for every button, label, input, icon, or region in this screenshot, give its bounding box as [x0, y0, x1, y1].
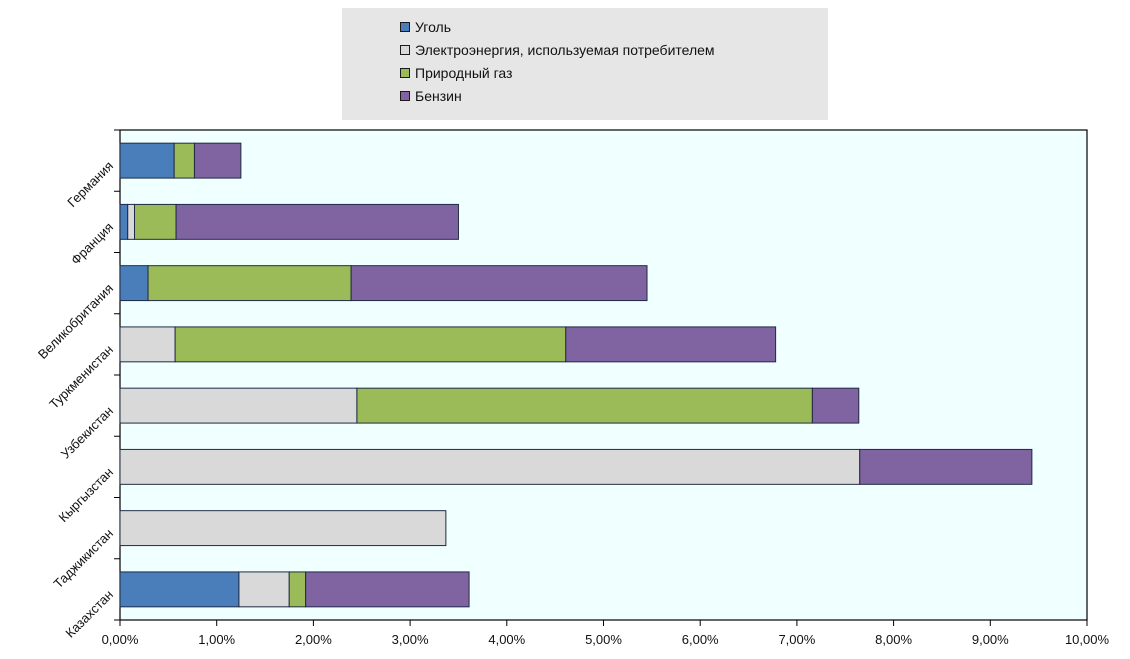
bar-segment [193, 142, 242, 179]
y-tick-label: Туркменистан [46, 342, 116, 412]
bar-segment [859, 448, 1033, 485]
bar-segment [350, 265, 648, 302]
x-tick-label: 10,00% [1065, 632, 1110, 647]
legend-label: Бензин [415, 87, 462, 104]
bar-segment [119, 326, 176, 363]
y-tick-label: Франция [68, 219, 116, 267]
bar-segment [305, 571, 470, 608]
legend-item: Электроэнергия, используемая потребителе… [400, 38, 828, 61]
bar-segment [119, 142, 175, 179]
legend-label: Уголь [415, 18, 452, 35]
legend-item: Природный газ [400, 61, 828, 84]
bar-segment [119, 387, 358, 424]
x-tick-label: 7,00% [778, 632, 815, 647]
x-tick-label: 2,00% [295, 632, 332, 647]
x-tick-label: 5,00% [585, 632, 622, 647]
legend-swatch [400, 44, 410, 55]
legend-swatch [400, 67, 410, 78]
bar-segment [119, 571, 240, 608]
bar-segment [173, 142, 195, 179]
bar-segment [119, 265, 149, 302]
bar-segment [356, 387, 813, 424]
legend-label: Электроэнергия, используемая потребителе… [415, 41, 715, 58]
chart-legend: Уголь Электроэнергия, используемая потре… [342, 8, 828, 120]
y-tick-label: Германия [64, 158, 116, 210]
y-tick-label: Таджикистан [51, 526, 117, 592]
plot-area [119, 129, 1088, 621]
x-tick-label: 8,00% [875, 632, 912, 647]
bar-segment [238, 571, 290, 608]
bar-segment [288, 571, 307, 608]
bar-segment [119, 448, 861, 485]
bar-segment [119, 203, 129, 240]
bar-segment [119, 510, 447, 547]
x-tick-label: 9,00% [972, 632, 1009, 647]
legend-item: Уголь [400, 15, 828, 38]
x-tick-label: 3,00% [392, 632, 429, 647]
bar-segment [134, 203, 177, 240]
y-tick-label: Кыргызстан [55, 464, 116, 525]
x-tick-label: 1,00% [198, 632, 235, 647]
legend-swatch [400, 21, 410, 32]
legend-label: Природный газ [415, 64, 513, 81]
bar-segment [127, 203, 136, 240]
x-tick-label: 4,00% [488, 632, 525, 647]
x-tick-label: 6,00% [682, 632, 719, 647]
bar-segment [147, 265, 352, 302]
legend-item: Бензин [400, 84, 828, 107]
x-tick-label: 0,00% [102, 632, 139, 647]
bar-segment [175, 203, 459, 240]
bar-segment [811, 387, 860, 424]
legend-swatch [400, 90, 410, 101]
bar-segment [174, 326, 567, 363]
bar-segment [565, 326, 777, 363]
y-tick-label: Узбекистан [58, 403, 116, 461]
